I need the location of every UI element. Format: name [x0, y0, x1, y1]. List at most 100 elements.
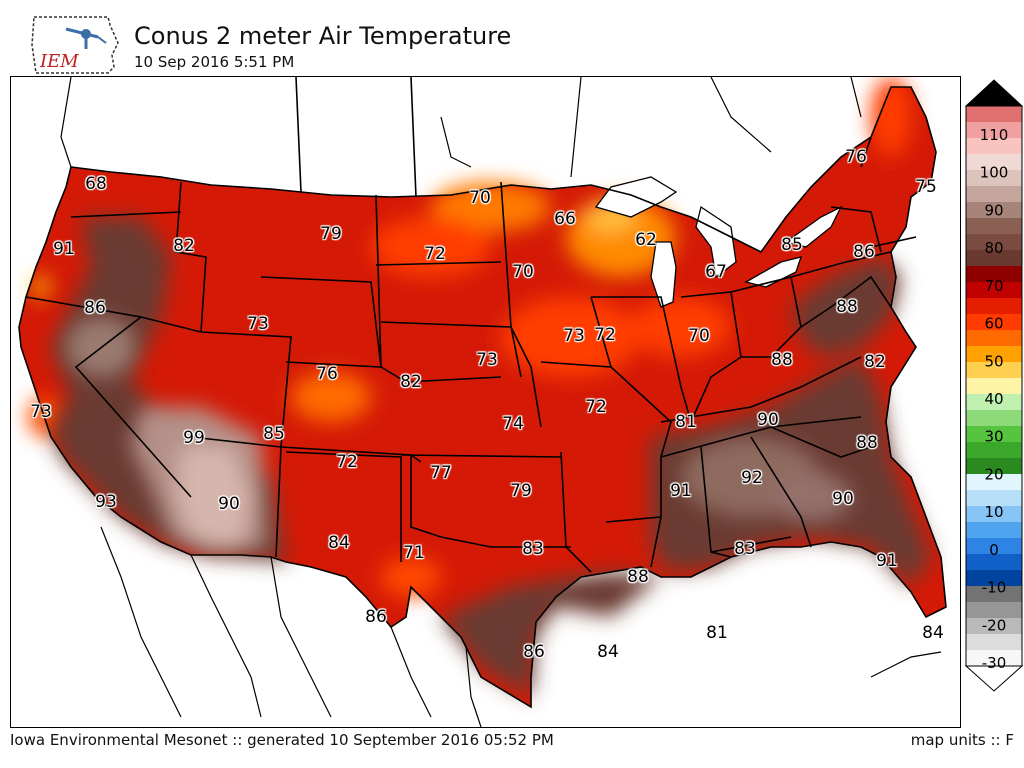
colorbar-max-arrow [964, 79, 1024, 107]
station-temp-label: 90 [757, 410, 779, 430]
colorbar-swatch [966, 538, 1022, 555]
colorbar-swatch [966, 426, 1022, 443]
colorbar-tick-label: 0 [989, 541, 999, 559]
station-temp-label: 88 [627, 567, 649, 587]
colorbar-tick-label: 70 [984, 277, 1003, 295]
colorbar-tick-label: 50 [984, 352, 1003, 370]
colorbar-swatch [966, 474, 1022, 491]
map-title: Conus 2 meter Air Temperature [134, 22, 512, 50]
station-temp-label: 82 [400, 372, 422, 392]
colorbar-swatch [966, 378, 1022, 395]
iem-logo: IEM [28, 15, 120, 75]
station-temp-label: 91 [876, 551, 898, 571]
station-temp-label: 70 [512, 262, 534, 282]
station-temp-label: 99 [183, 428, 205, 448]
colorbar-swatch [966, 362, 1022, 379]
colorbar-swatch [966, 106, 1022, 123]
colorbar-swatch [966, 234, 1022, 251]
station-temp-label: 83 [734, 539, 756, 559]
station-temp-label: 86 [84, 298, 106, 318]
station-temp-label: 72 [594, 325, 616, 345]
colorbar-tick-label: -10 [982, 579, 1007, 597]
station-temp-label: 76 [316, 364, 338, 384]
station-temp-label: 83 [522, 539, 544, 559]
colorbar-swatch [966, 218, 1022, 235]
station-temp-label: 74 [502, 414, 524, 434]
station-temp-label: 62 [635, 230, 657, 250]
colorbar-tick-label: 30 [984, 428, 1003, 446]
station-temp-label: 88 [856, 433, 878, 453]
map-timestamp: 10 Sep 2016 5:51 PM [134, 53, 295, 71]
colorbar-swatch [966, 154, 1022, 171]
station-temp-label: 82 [864, 352, 886, 372]
station-temp-label: 84 [597, 642, 619, 662]
colorbar-swatch [966, 186, 1022, 203]
colorbar-swatch [966, 266, 1022, 283]
colorbar-tick-label: 40 [984, 390, 1003, 408]
station-temp-label: 73 [247, 314, 269, 334]
colorbar-tick-label: 20 [984, 465, 1003, 483]
station-temp-label: 81 [675, 412, 697, 432]
station-temp-label: 76 [845, 147, 867, 167]
colorbar-tick-label: 80 [984, 239, 1003, 257]
station-temp-label: 84 [922, 623, 944, 643]
colorbar-swatch [966, 506, 1022, 523]
svg-text:IEM: IEM [39, 51, 79, 72]
colorbar-tick-label: 110 [980, 126, 1009, 144]
station-temp-label: 70 [688, 326, 710, 346]
colorbar-swatch [966, 490, 1022, 507]
colorbar-swatch [966, 602, 1022, 619]
colorbar-swatch [966, 282, 1022, 299]
colorbar-swatch [966, 202, 1022, 219]
station-temp-label: 84 [328, 533, 350, 553]
state-borders [18, 77, 947, 709]
colorbar-swatch [966, 346, 1022, 363]
colorbar-tick-label: 60 [984, 315, 1003, 333]
station-temp-label: 77 [430, 463, 452, 483]
station-temp-label: 66 [554, 209, 576, 229]
colorbar-swatch [966, 570, 1022, 587]
colorbar-tick-label: 100 [980, 164, 1009, 182]
station-temp-label: 92 [741, 468, 763, 488]
station-temp-label: 82 [173, 236, 195, 256]
colorbar-swatch [966, 554, 1022, 571]
colorbar-swatch [966, 122, 1022, 139]
station-temp-label: 72 [424, 244, 446, 264]
colorbar-swatch [966, 170, 1022, 187]
station-temp-label: 86 [365, 607, 387, 627]
colorbar-swatch [966, 650, 1022, 667]
station-temp-label: 93 [95, 492, 117, 512]
station-temp-label: 85 [781, 235, 803, 255]
station-temp-label: 68 [85, 174, 107, 194]
station-temp-label: 91 [670, 481, 692, 501]
station-temp-label: 79 [510, 481, 532, 501]
station-temp-label: 75 [915, 177, 937, 197]
station-temp-label: 88 [771, 350, 793, 370]
colorbar-tick-label: -30 [982, 654, 1007, 672]
temperature-map: 68 91 82 79 86 73 73 76 99 85 93 90 72 84 86 71 77 79 83 86… [10, 76, 961, 728]
station-temp-label: 90 [218, 494, 240, 514]
station-temp-label: 79 [320, 224, 342, 244]
station-temp-label: 73 [476, 350, 498, 370]
colorbar-swatch [966, 410, 1022, 427]
colorbar-swatch [966, 314, 1022, 331]
colorbar-swatch [966, 298, 1022, 315]
colorbar-swatch [966, 138, 1022, 155]
colorbar-swatch [966, 618, 1022, 635]
colorbar-tick-label: 10 [984, 503, 1003, 521]
colorbar-swatch [966, 586, 1022, 603]
station-temp-label: 71 [403, 543, 425, 563]
temperature-colorbar: 110 100 90 80 70 60 50 40 30 20 10 0 -10 -20 -30 [964, 78, 1024, 693]
footer-units: map units :: F [910, 731, 1014, 749]
colorbar-tick-label: -20 [982, 616, 1007, 634]
station-temp-label: 81 [706, 623, 728, 643]
colorbar-swatch [966, 394, 1022, 411]
colorbar-swatch [966, 458, 1022, 475]
station-temp-label: 90 [832, 489, 854, 509]
colorbar-swatch [966, 250, 1022, 267]
colorbar-tick-label: 90 [984, 201, 1003, 219]
station-temp-label: 72 [585, 397, 607, 417]
station-temp-label: 73 [30, 402, 52, 422]
station-temp-label: 73 [563, 326, 585, 346]
colorbar-swatch [966, 634, 1022, 651]
